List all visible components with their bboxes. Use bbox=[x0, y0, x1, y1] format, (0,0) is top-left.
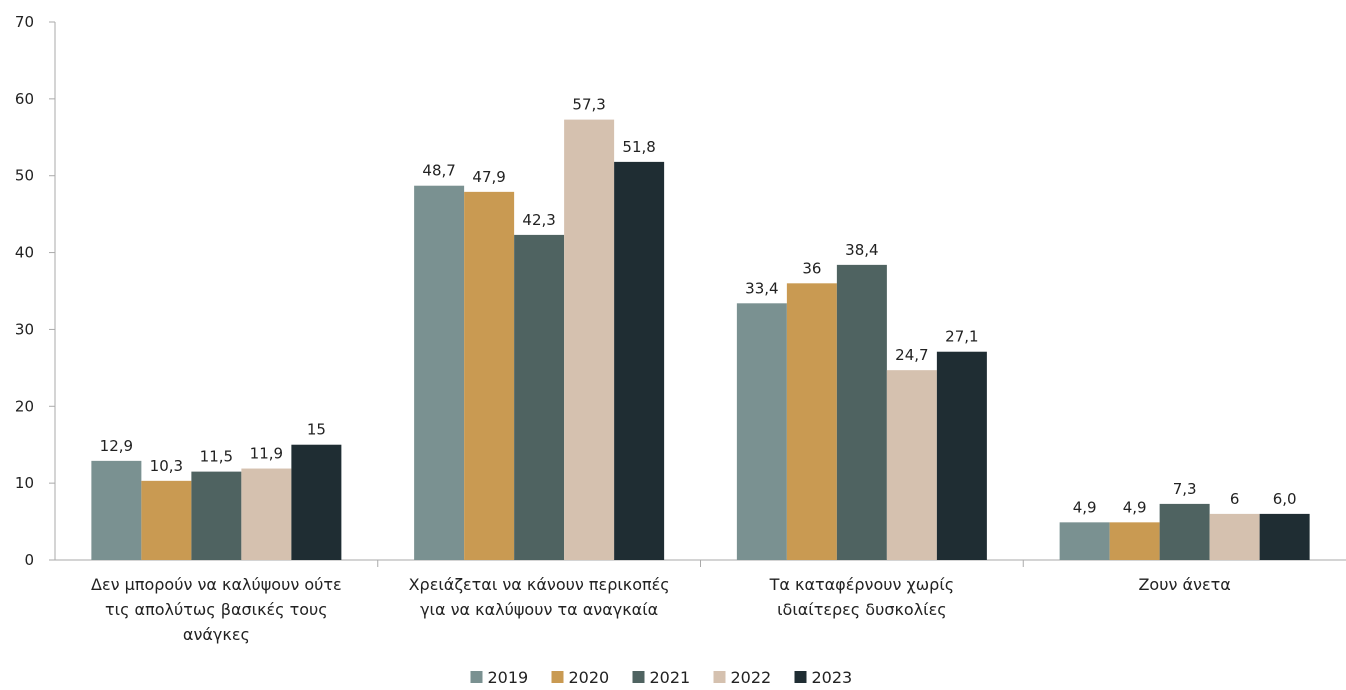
bar bbox=[786, 283, 837, 560]
bar bbox=[886, 370, 937, 560]
y-tick-label: 40 bbox=[15, 244, 34, 262]
bar bbox=[564, 119, 615, 560]
category-label: ιδιαίτερες δυσκολίες bbox=[777, 600, 946, 619]
category-label: τις απολύτως βασικές τους bbox=[105, 600, 328, 619]
bar bbox=[1209, 513, 1260, 560]
data-label: 33,4 bbox=[745, 279, 778, 297]
legend-swatch bbox=[794, 671, 807, 683]
data-label: 4,9 bbox=[1123, 498, 1147, 516]
legend-swatch bbox=[551, 671, 564, 683]
y-tick-label: 20 bbox=[15, 397, 34, 415]
data-label: 27,1 bbox=[945, 328, 978, 346]
data-label: 11,5 bbox=[200, 448, 233, 466]
legend-label: 2019 bbox=[488, 668, 529, 687]
data-label: 7,3 bbox=[1173, 480, 1197, 498]
bar bbox=[1109, 522, 1160, 560]
y-tick-label: 30 bbox=[15, 320, 34, 338]
category-label: Χρειάζεται να κάνουν περικοπές bbox=[409, 575, 670, 594]
data-label: 38,4 bbox=[845, 241, 878, 259]
bar bbox=[736, 303, 787, 560]
data-labels: 12,9 10,3 11,5 11,9 15 48,7 47,9 42,3 57,3 51,8 33… bbox=[100, 96, 1297, 517]
data-label: 51,8 bbox=[622, 138, 655, 156]
bar bbox=[936, 351, 987, 560]
category-label: ανάγκες bbox=[183, 625, 250, 644]
data-label: 24,7 bbox=[895, 346, 928, 364]
legend-label: 2023 bbox=[812, 668, 853, 687]
data-label: 47,9 bbox=[472, 168, 505, 186]
legend: 2019 2020 2021 2022 2023 bbox=[470, 668, 853, 687]
bar bbox=[241, 468, 292, 560]
data-label: 42,3 bbox=[522, 211, 555, 229]
bars bbox=[91, 119, 1310, 560]
bar bbox=[414, 185, 465, 560]
data-label: 6 bbox=[1230, 490, 1240, 508]
legend-swatch bbox=[632, 671, 645, 683]
y-tick-label: 10 bbox=[15, 474, 34, 492]
data-label: 36 bbox=[802, 259, 821, 277]
bar bbox=[1059, 522, 1110, 560]
y-tick-label: 60 bbox=[15, 90, 34, 108]
category-label: Τα καταφέρνουν χωρίς bbox=[769, 575, 955, 594]
bar bbox=[91, 460, 142, 560]
bar bbox=[464, 191, 515, 560]
data-label: 11,9 bbox=[250, 445, 283, 463]
legend-label: 2020 bbox=[569, 668, 610, 687]
bar bbox=[1259, 513, 1310, 560]
data-label: 48,7 bbox=[422, 162, 455, 180]
bar bbox=[614, 161, 665, 560]
bar bbox=[141, 480, 192, 560]
bar bbox=[191, 471, 242, 560]
bar bbox=[1159, 503, 1210, 560]
y-axis: 0 10 20 30 40 50 60 70 bbox=[15, 13, 56, 569]
data-label: 12,9 bbox=[100, 437, 133, 455]
data-label: 6,0 bbox=[1273, 490, 1297, 508]
data-label: 4,9 bbox=[1073, 498, 1097, 516]
data-label: 15 bbox=[307, 421, 326, 439]
category-label: για να καλύψουν τα αναγκαία bbox=[420, 600, 658, 619]
data-label: 10,3 bbox=[150, 457, 183, 475]
bar bbox=[836, 264, 887, 560]
category-label: Δεν μπορούν να καλύψουν ούτε bbox=[91, 575, 342, 594]
y-tick-label: 50 bbox=[15, 167, 34, 185]
legend-swatch bbox=[470, 671, 483, 683]
bar bbox=[291, 444, 342, 560]
y-tick-label: 0 bbox=[24, 551, 34, 569]
y-tick-label: 70 bbox=[15, 13, 34, 31]
x-axis: Δεν μπορούν να καλύψουν ούτε τις απολύτως… bbox=[55, 559, 1346, 644]
data-label: 57,3 bbox=[572, 96, 605, 114]
category-label: Ζουν άνετα bbox=[1138, 575, 1230, 594]
legend-label: 2022 bbox=[731, 668, 772, 687]
legend-label: 2021 bbox=[650, 668, 691, 687]
legend-swatch bbox=[713, 671, 726, 683]
bar bbox=[514, 234, 565, 560]
